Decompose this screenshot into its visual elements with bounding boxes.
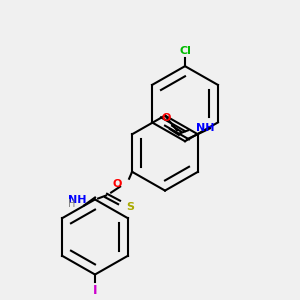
Text: NH: NH: [196, 123, 214, 134]
Text: Cl: Cl: [179, 46, 191, 56]
Text: H: H: [68, 200, 76, 209]
Text: I: I: [93, 284, 97, 297]
Text: NH: NH: [68, 196, 86, 206]
Text: O: O: [113, 179, 122, 189]
Text: S: S: [126, 202, 134, 212]
Text: O: O: [161, 113, 171, 123]
